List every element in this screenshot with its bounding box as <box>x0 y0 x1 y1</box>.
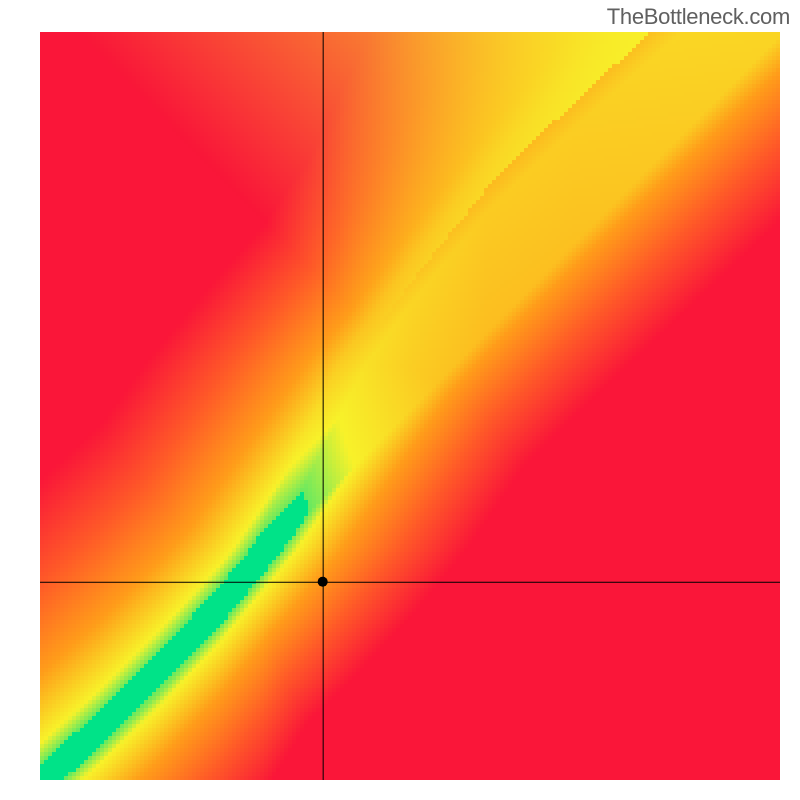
bottleneck-heatmap-container: TheBottleneck.com <box>0 0 800 800</box>
bottleneck-heatmap-canvas <box>0 0 800 800</box>
watermark-text: TheBottleneck.com <box>607 4 790 30</box>
